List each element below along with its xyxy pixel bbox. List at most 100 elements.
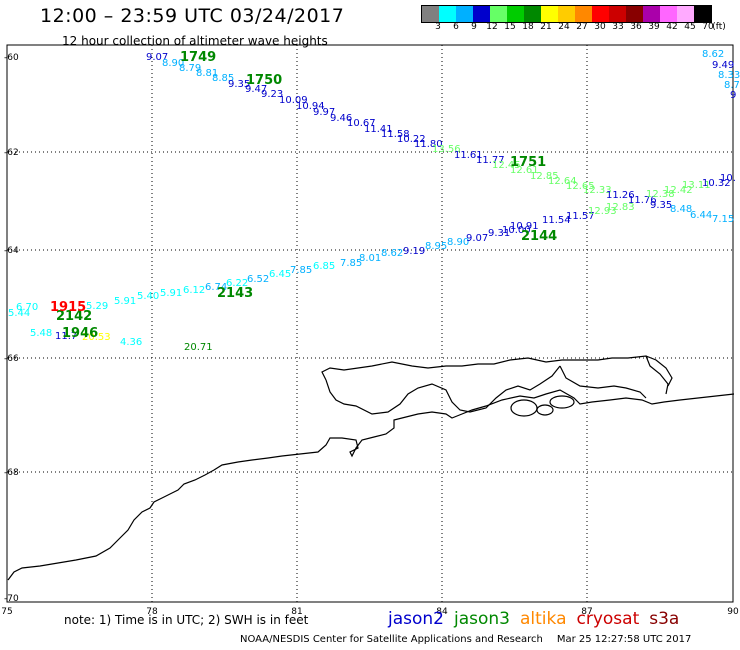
- swh-value: 4.36: [120, 337, 142, 348]
- swh-value: 20.53: [82, 332, 111, 343]
- lon-tick-label: 84: [436, 607, 448, 617]
- satellite-name: cryosat: [576, 609, 640, 629]
- swh-value: 10.91: [510, 221, 539, 232]
- swh-value: 9.35: [650, 200, 672, 211]
- antarctic-coastline: [7, 389, 735, 581]
- legend-label: 45: [684, 22, 696, 32]
- swh-value: 12.38: [646, 189, 675, 200]
- swh-value: 8.7: [724, 80, 740, 91]
- legend-label: 70: [702, 22, 714, 32]
- swh-value: 11.61: [454, 150, 483, 161]
- swh-value: 11.77: [476, 155, 505, 166]
- swh-value: 9.07: [466, 233, 488, 244]
- swh-value: 8.95: [425, 241, 447, 252]
- satellite-legend: jason2 jason3 altika cryosat s3a: [388, 609, 689, 629]
- swh-value: 11.76: [628, 195, 657, 206]
- swh-value: 8.33: [718, 70, 740, 81]
- swh-value: 12.33: [583, 185, 612, 196]
- track-id-label: 2144: [521, 229, 557, 244]
- lon-tick-label: 78: [146, 607, 158, 617]
- swh-value: 8.01: [359, 253, 381, 264]
- swh-value: 12.61: [510, 165, 539, 176]
- satellite-name: altika: [520, 609, 567, 629]
- wave-height-observations: 9.078.908.798.818.859.359.479.2310.0910.…: [8, 49, 740, 353]
- swh-value: 6.70: [16, 302, 38, 313]
- ice-shelf-outline: [321, 355, 669, 395]
- swh-value: 12.85: [530, 171, 559, 182]
- swh-value: 12.42: [664, 185, 693, 196]
- swh-value: 6.45: [269, 269, 291, 280]
- swh-value: 7.15: [712, 214, 734, 225]
- legend-swatch: [507, 6, 524, 22]
- swh-value: 6.52: [247, 274, 269, 285]
- swh-value: 5.44: [8, 308, 30, 319]
- swh-value: 12.93: [588, 206, 617, 217]
- swh-value: 9.46: [330, 113, 352, 124]
- swh-value: 8.85: [212, 73, 234, 84]
- graticule: 75 78 81 84 87 90 -60 -62 -64 -66 -68 -70: [1, 44, 739, 617]
- legend-swatch: [609, 6, 626, 22]
- satellite-name: jason3: [454, 609, 510, 629]
- swh-value: 6.85: [313, 261, 335, 272]
- swh-value: 6.12: [183, 285, 205, 296]
- legend-swatch: [677, 6, 694, 22]
- track-id-label: 1750: [246, 73, 282, 88]
- legend-swatch: [660, 6, 677, 22]
- swh-value: 10.67: [347, 118, 376, 129]
- island-2: [510, 399, 538, 417]
- ice-shelf-inner: [325, 365, 561, 415]
- swh-value: 10.22: [397, 134, 426, 145]
- map-title: 12:00 – 23:59 UTC 03/24/2017: [40, 5, 345, 27]
- lat-tick-label: -62: [4, 148, 19, 158]
- legend-swatch: [524, 6, 541, 22]
- legend-swatch: [422, 6, 439, 22]
- swh-value: 9: [730, 90, 736, 101]
- legend-label: 39: [648, 22, 660, 32]
- lat-tick-label: -68: [4, 468, 19, 478]
- swh-value: 10.32: [702, 178, 731, 189]
- legend-swatch: [490, 6, 507, 22]
- footer-note: note: 1) Time is in UTC; 2) SWH is in fe…: [64, 613, 309, 627]
- swh-value: 12.65: [566, 181, 595, 192]
- legend-swatch: [694, 6, 711, 22]
- swh-value: 7.85: [290, 265, 312, 276]
- ice-shelf-east: [645, 355, 673, 387]
- swh-value: 5.91: [114, 296, 136, 307]
- swh-value: 12.45: [492, 160, 521, 171]
- legend-unit: (ft): [712, 22, 726, 32]
- swh-value: 10.09: [279, 95, 308, 106]
- swh-value: 12.64: [548, 176, 577, 187]
- swh-value: 8.79: [179, 63, 201, 74]
- swh-value: 9.35: [228, 79, 250, 90]
- swh-value: 9.47: [245, 84, 267, 95]
- color-legend: [421, 5, 712, 23]
- swh-value: 11.41: [364, 124, 393, 135]
- swh-value: 10.: [720, 173, 736, 184]
- swh-value: 11.58: [381, 129, 410, 140]
- track-id-label: 1946: [62, 326, 98, 341]
- swh-value: 20.71: [184, 342, 213, 353]
- legend-label: 9: [471, 22, 477, 32]
- swh-value: 8.48: [670, 204, 692, 215]
- swh-value: 5.91: [160, 288, 182, 299]
- legend-label: 15: [504, 22, 516, 32]
- swh-value: 9.97: [313, 107, 335, 118]
- swh-value: 5.48: [30, 328, 52, 339]
- swh-value: 11.57: [566, 211, 595, 222]
- swh-value: 6.22: [226, 278, 248, 289]
- track-id-label: 1915: [50, 300, 86, 315]
- swh-value: 11.54: [542, 215, 571, 226]
- lat-tick-label: -64: [4, 246, 19, 256]
- swh-value: 6.74: [205, 282, 227, 293]
- swh-value: 8.81: [196, 68, 218, 79]
- lat-tick-label: -66: [4, 354, 19, 364]
- swh-value: 5.40: [137, 291, 159, 302]
- legend-label: 24: [558, 22, 570, 32]
- credit-line: NOAA/NESDIS Center for Satellite Applica…: [240, 634, 691, 645]
- legend-labels: 3 6 9 12 15 18 21 24 27 30 33 36 39 42 45 70 (ft): [421, 22, 727, 34]
- legend-swatch: [541, 6, 558, 22]
- lat-tick-label: -60: [4, 53, 19, 63]
- shelf-front-line: [559, 365, 647, 399]
